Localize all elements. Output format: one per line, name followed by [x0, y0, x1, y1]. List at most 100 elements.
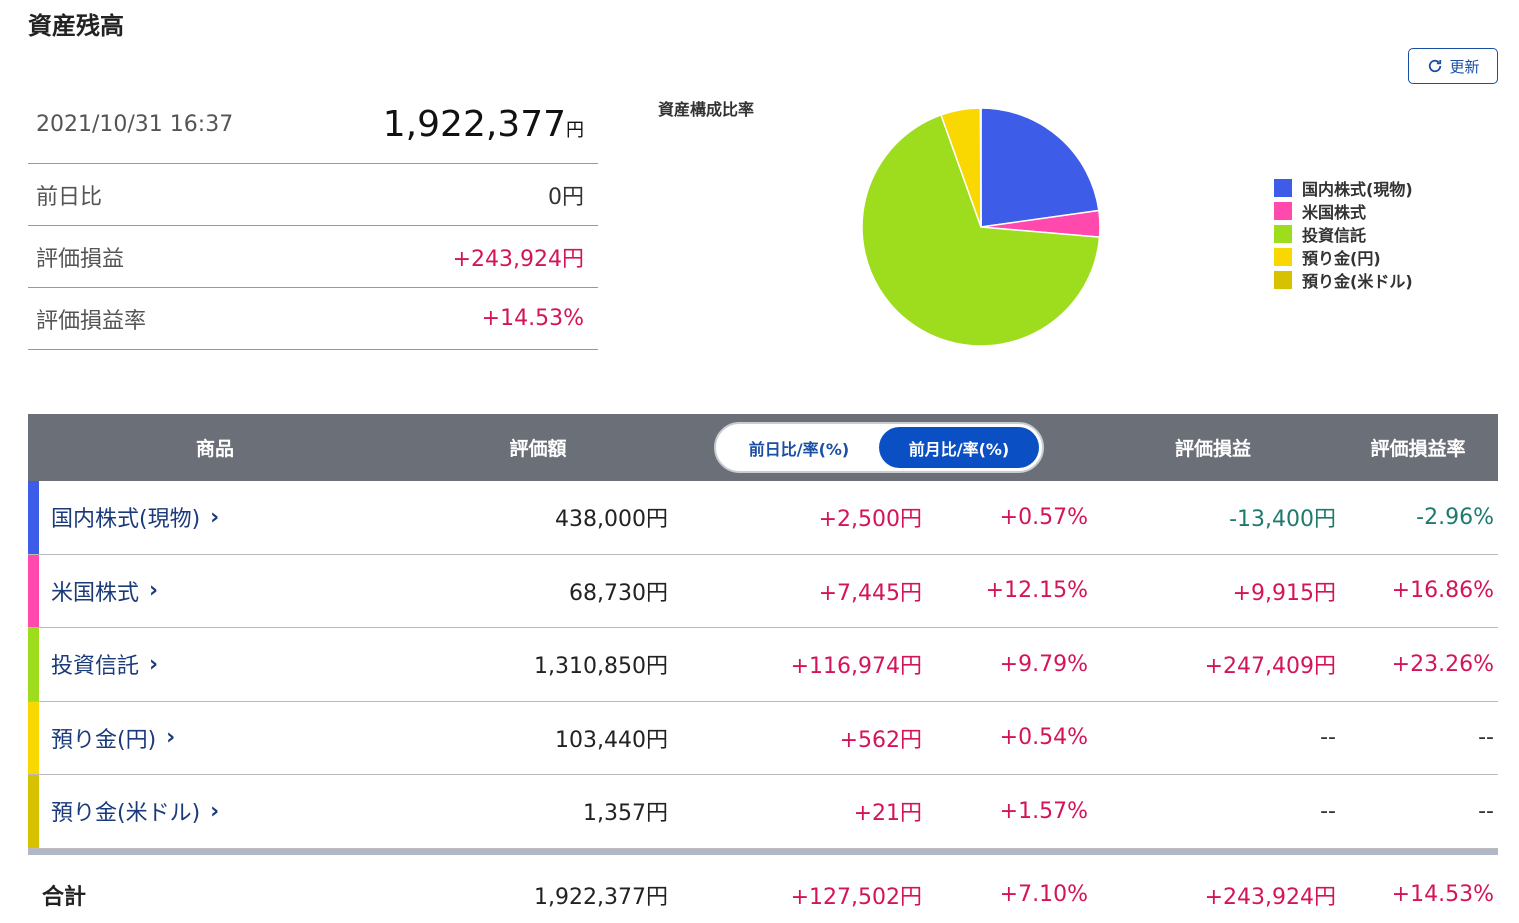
pl-rate-cell: -2.96%	[1416, 504, 1494, 530]
category-color-bar	[28, 481, 39, 554]
header-product: 商品	[195, 438, 234, 460]
summary-row-day-change: 前日比 0円	[28, 164, 598, 226]
refresh-label: 更新	[1449, 58, 1480, 76]
chevron-right-icon: ›	[210, 798, 220, 824]
pl-rate-cell: +23.26%	[1391, 651, 1494, 677]
toggle-month-change[interactable]: 前月比/率(%)	[879, 427, 1039, 468]
product-name: 預り金(円)	[51, 727, 157, 753]
summary-total-row: 2021/10/31 16:37 1,922,377円	[28, 86, 598, 164]
chevron-right-icon: ›	[210, 504, 220, 530]
legend-item: 国内株式(現物)	[1274, 176, 1413, 199]
pl-rate-cell: --	[1478, 798, 1494, 824]
pl-cell: --	[1320, 798, 1336, 824]
product-link[interactable]: 米国株式 ›	[51, 555, 158, 628]
legend-label: 米国株式	[1302, 202, 1367, 222]
summary-label: 前日比	[36, 184, 103, 210]
amount-cell: 438,000円	[555, 507, 668, 533]
amount-cell: 68,730円	[569, 580, 668, 606]
change-cell: +562円	[839, 727, 922, 753]
refresh-icon	[1429, 59, 1442, 73]
pl-cell: +9,915円	[1232, 580, 1336, 606]
pl-cell: --	[1320, 725, 1336, 751]
change-cell: +21円	[853, 801, 922, 827]
legend-item: 米国株式	[1274, 199, 1413, 222]
legend-label: 預り金(米ドル)	[1302, 271, 1413, 291]
summary-panel: 2021/10/31 16:37 1,922,377円 前日比 0円 評価損益 …	[28, 86, 598, 350]
header-pl-rate: 評価損益率	[1370, 438, 1466, 460]
period-toggle: 前日比/率(%) 前月比/率(%)	[714, 422, 1044, 473]
change-rate-cell: +0.54%	[999, 725, 1088, 751]
summary-value: +243,924円	[452, 246, 584, 272]
refresh-button[interactable]: 更新	[1408, 48, 1498, 84]
total-change-rate: +7.10%	[999, 882, 1088, 907]
product-link[interactable]: 国内株式(現物) ›	[51, 481, 219, 554]
asset-pie-chart	[861, 107, 1101, 347]
total-value-number: 1,922,377	[382, 104, 566, 145]
legend-swatch	[1274, 178, 1292, 197]
legend-label: 預り金(円)	[1302, 248, 1381, 268]
table-row: 預り金(米ドル) › 1,357円 +21円 +1.57% -- --	[28, 775, 1498, 849]
category-color-bar	[28, 775, 39, 848]
chevron-right-icon: ›	[166, 725, 176, 751]
total-separator	[28, 848, 1498, 855]
total-pl-rate: +14.53%	[1391, 882, 1494, 907]
product-link[interactable]: 投資信託 ›	[51, 628, 158, 701]
table-row: 米国株式 › 68,730円 +7,445円 +12.15% +9,915円 +1…	[28, 554, 1498, 628]
header-pl: 評価損益	[1174, 438, 1251, 460]
amount-cell: 1,310,850円	[534, 654, 668, 680]
legend-swatch	[1274, 270, 1292, 289]
pl-rate-cell: +16.86%	[1391, 578, 1494, 604]
product-name: 国内株式(現物)	[51, 507, 201, 533]
category-color-bar	[28, 554, 39, 627]
legend-swatch	[1274, 201, 1292, 220]
legend-swatch	[1274, 224, 1292, 243]
total-amount: 1,922,377円	[534, 884, 668, 910]
product-link[interactable]: 預り金(円) ›	[51, 702, 175, 775]
total-pl: +243,924円	[1204, 884, 1336, 910]
product-name: 米国株式	[51, 580, 140, 606]
summary-value: 0円	[548, 184, 584, 210]
product-link[interactable]: 預り金(米ドル) ›	[51, 775, 219, 848]
legend-item: 投資信託	[1274, 222, 1413, 245]
amount-cell: 1,357円	[583, 801, 668, 827]
table-row: 投資信託 › 1,310,850円 +116,974円 +9.79% +247,4…	[28, 628, 1498, 702]
total-label: 合計	[42, 884, 87, 910]
toggle-day-change[interactable]: 前日比/率(%)	[748, 439, 850, 459]
pie-slice	[980, 107, 1100, 228]
summary-label: 評価損益率	[36, 308, 147, 334]
page-title: 資産残高	[28, 12, 124, 40]
header-amount: 評価額	[509, 438, 567, 460]
change-cell: +7,445円	[818, 580, 922, 606]
change-rate-cell: +9.79%	[999, 651, 1088, 677]
change-rate-cell: +12.15%	[985, 578, 1088, 604]
amount-cell: 103,440円	[555, 727, 668, 753]
total-change: +127,502円	[790, 884, 922, 910]
legend-label: 投資信託	[1302, 225, 1367, 245]
summary-datetime: 2021/10/31 16:37	[36, 112, 234, 137]
table-row: 国内株式(現物) › 438,000円 +2,500円 +0.57% -13,40…	[28, 481, 1498, 555]
legend-item: 預り金(米ドル)	[1274, 268, 1413, 291]
pl-cell: +247,409円	[1204, 654, 1336, 680]
legend-swatch	[1274, 247, 1292, 266]
total-value-unit: 円	[566, 120, 584, 141]
summary-value: +14.53%	[481, 306, 584, 331]
table-total-row: 合計 1,922,377円 +127,502円 +7.10% +243,924円…	[28, 855, 1498, 923]
category-color-bar	[28, 701, 39, 774]
category-color-bar	[28, 628, 39, 701]
summary-label: 評価損益	[36, 246, 125, 272]
change-cell: +116,974円	[790, 654, 922, 680]
asset-table: 商品 評価額 前日比/率(%) 前月比/率(%) 評価損益 評価損益率 国内株式…	[28, 414, 1498, 923]
chevron-right-icon: ›	[149, 578, 159, 604]
summary-total-value: 1,922,377円	[383, 104, 584, 145]
pie-slice	[979, 107, 982, 228]
change-cell: +2,500円	[818, 507, 922, 533]
pl-cell: -13,400円	[1229, 507, 1336, 533]
change-rate-cell: +0.57%	[999, 504, 1088, 530]
legend-item: 預り金(円)	[1274, 245, 1413, 268]
change-rate-cell: +1.57%	[999, 798, 1088, 824]
pie-slice	[861, 113, 1101, 347]
product-name: 預り金(米ドル)	[51, 801, 201, 827]
summary-row-profit-loss: 評価損益 +243,924円	[28, 226, 598, 288]
chart-legend: 国内株式(現物) 米国株式投資信託預り金(円) 預り金(米ドル)	[1274, 176, 1413, 291]
summary-row-profit-loss-rate: 評価損益率 +14.53%	[28, 288, 598, 350]
